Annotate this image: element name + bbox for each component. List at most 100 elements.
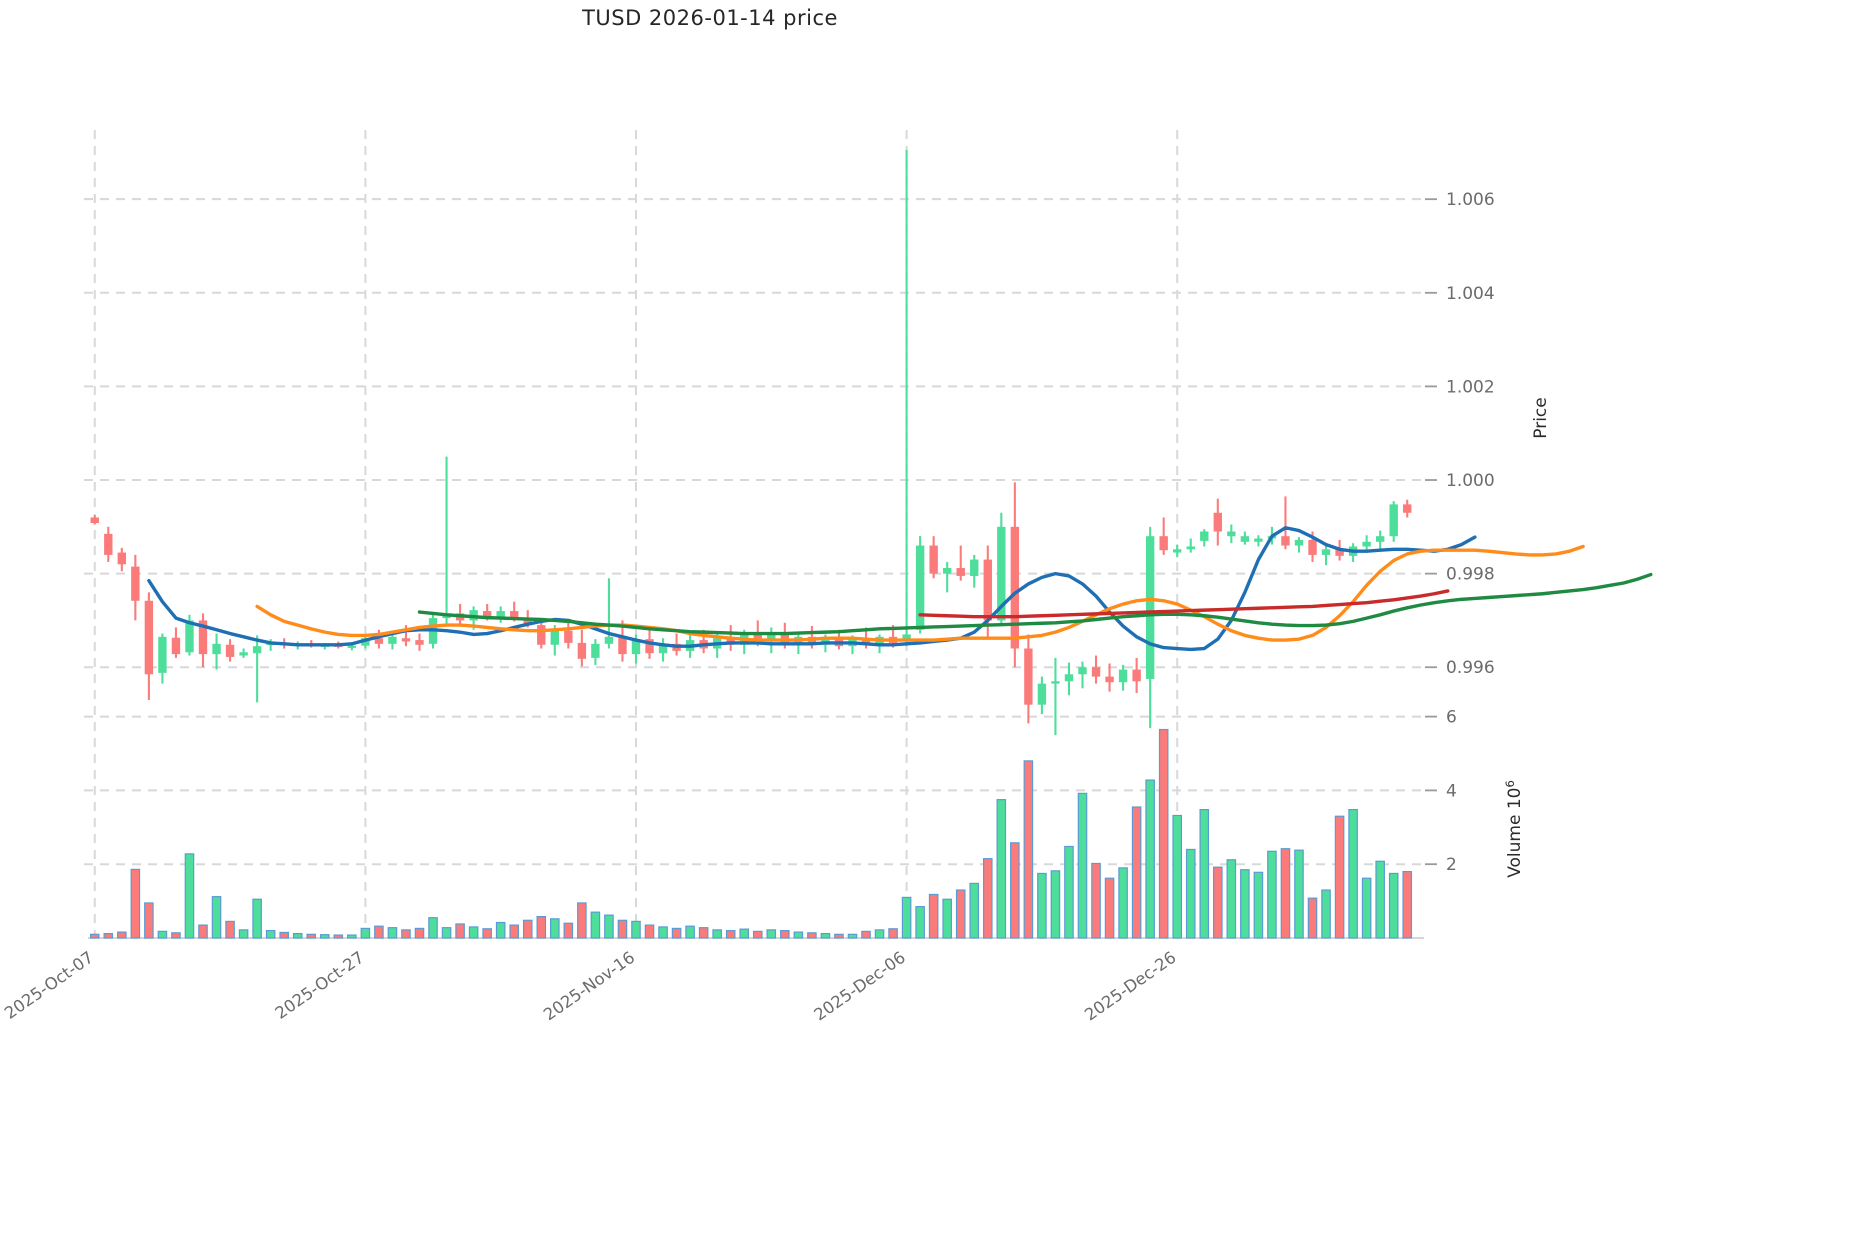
price-tick-label: 1.002	[1446, 377, 1495, 397]
candle-body	[1159, 536, 1168, 551]
candle-body	[618, 636, 627, 655]
volume-bar	[374, 925, 384, 939]
volume-bar	[698, 927, 709, 939]
candle-body	[185, 620, 194, 653]
candle-body	[591, 643, 600, 658]
volume-bar	[1213, 866, 1223, 939]
candle-body	[929, 545, 938, 574]
volume-bar	[1375, 860, 1385, 939]
volume-bar	[752, 930, 763, 939]
x-tick-label: 2025-Dec-06	[810, 948, 908, 1025]
volume-bar	[888, 928, 898, 939]
volume-bar	[1185, 848, 1196, 939]
candle-body	[645, 639, 654, 654]
volume-bar	[861, 930, 871, 939]
volume-bar	[1104, 877, 1115, 939]
volume-bar	[292, 932, 303, 939]
volume-bar	[509, 924, 520, 939]
volume-bar	[279, 931, 289, 939]
candle-body	[239, 652, 248, 656]
candle-body	[415, 640, 424, 645]
volume-bar	[144, 902, 154, 939]
candle-body	[1024, 648, 1033, 705]
volume-bar	[1388, 872, 1399, 939]
candle-body	[1078, 667, 1087, 675]
candle-body	[983, 559, 992, 621]
volume-bar	[834, 933, 844, 939]
candle-body	[767, 632, 776, 642]
moving-average-lines	[147, 526, 1653, 652]
volume-bar	[455, 923, 465, 939]
volume-bar	[1307, 897, 1318, 939]
volume-bar	[1334, 815, 1345, 939]
candle-body	[631, 639, 641, 655]
volume-bar	[658, 926, 668, 939]
volume-bar	[306, 933, 317, 939]
volume-bar	[89, 933, 100, 939]
volume-bar	[130, 868, 141, 939]
candle-body	[956, 568, 965, 576]
volume-bar	[969, 882, 980, 939]
candle-body	[564, 630, 573, 643]
candle-body	[577, 642, 587, 659]
volume-bar	[1361, 877, 1372, 939]
volume-bar	[577, 902, 587, 939]
volume-bar	[955, 889, 966, 939]
volume-bar	[1118, 867, 1128, 939]
volume-bar	[1402, 870, 1413, 939]
volume-bar	[807, 932, 817, 939]
volume-bar	[671, 927, 682, 939]
ma-line-ma_mid	[255, 544, 1585, 642]
volume-bar	[522, 919, 533, 939]
volume-bar	[550, 918, 560, 939]
volume-bar	[793, 931, 804, 939]
volume-bar	[915, 906, 925, 939]
volume-bar	[1172, 814, 1183, 939]
candle-body	[171, 637, 181, 655]
chart-title: TUSD 2026-01-14 price	[582, 6, 838, 30]
volume-bar	[441, 927, 452, 939]
volume-bar	[1267, 850, 1277, 939]
volume-bar	[117, 931, 127, 939]
candle-body	[388, 636, 397, 644]
price-axis-title: Price	[1531, 397, 1551, 438]
candle-body	[1051, 681, 1060, 684]
volume-bar	[1091, 862, 1101, 939]
volume-bar	[1158, 728, 1169, 939]
candle-body	[997, 526, 1006, 621]
price-tick-label: 1.006	[1446, 190, 1495, 210]
volume-bar	[590, 911, 601, 939]
volume-bar	[1199, 808, 1210, 939]
gridlines	[84, 130, 1425, 942]
candle-body	[252, 646, 262, 654]
volume-bar	[1064, 845, 1074, 939]
volume-bar	[901, 896, 912, 939]
candle-body	[1132, 669, 1141, 682]
candle-body	[131, 566, 140, 601]
volume-bar	[1010, 842, 1020, 939]
ma-line-ma_xlong	[918, 589, 1450, 619]
candle-body	[1213, 512, 1223, 532]
volume-bar	[820, 932, 831, 939]
volume-tick-label: 2	[1446, 855, 1457, 875]
ma-line-ma_short	[147, 526, 1477, 652]
volume-bar	[644, 924, 655, 939]
volume-bar	[238, 929, 249, 939]
volume-bar	[265, 930, 276, 939]
volume-bar	[1023, 760, 1034, 939]
volume-bar	[631, 920, 641, 939]
candle-body	[510, 611, 519, 619]
candle-body	[212, 643, 221, 655]
candle-body	[104, 533, 113, 555]
volume-bar	[428, 917, 438, 939]
candle-body	[1010, 526, 1020, 649]
volume-bar	[347, 934, 357, 939]
volume-bar	[225, 920, 235, 939]
volume-bar	[1348, 808, 1358, 939]
volume-bar	[360, 927, 371, 939]
price-tick-label: 1.004	[1446, 284, 1495, 304]
volume-bar	[1253, 871, 1264, 939]
price-tick-label: 1.000	[1446, 471, 1495, 491]
candle-body	[523, 618, 532, 626]
